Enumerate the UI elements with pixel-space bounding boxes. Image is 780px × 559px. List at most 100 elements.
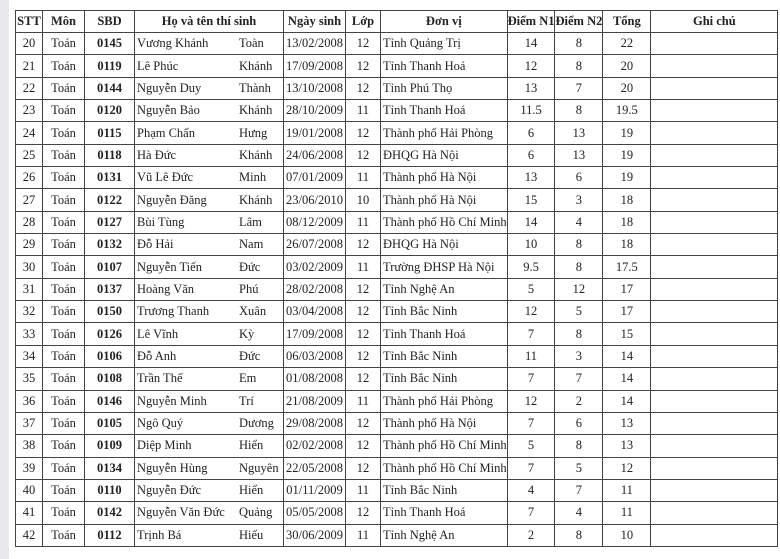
cell-class: 12	[345, 501, 381, 525]
cell-subject: Toán	[42, 76, 85, 101]
table-row: 22 Toán 0144 Nguyễn Duy Thành 13/10/2008 12 Tỉn…	[15, 76, 779, 101]
cell-subject: Toán	[42, 255, 85, 279]
cell-class: 11	[345, 99, 381, 123]
cell-total: 19.5	[602, 99, 652, 123]
cell-note	[650, 188, 779, 212]
table-row: 20 Toán 0145 Vương Khánh Toàn 13/02/2008 12 Tỉn…	[15, 31, 779, 56]
surname: Trịnh Bá	[137, 527, 182, 542]
header-class: Lớp	[345, 10, 381, 33]
surname: Diệp Minh	[137, 438, 192, 453]
cell-sbd: 0131	[84, 166, 135, 190]
surname: Trần Thế	[137, 371, 183, 386]
cell-total: 19	[602, 143, 652, 168]
cell-note	[650, 478, 779, 503]
cell-score-n1: 6	[506, 121, 556, 145]
surname: Nguyễn Đăng	[137, 192, 207, 207]
cell-class: 12	[345, 277, 381, 302]
given-name: Xuân	[239, 304, 267, 319]
cell-full-name: Diệp Minh Hiển	[134, 434, 284, 458]
cell-class: 11	[345, 478, 381, 503]
given-name: Toàn	[239, 36, 264, 51]
cell-score-n2: 12	[554, 277, 604, 302]
cell-birth-date: 03/04/2008	[283, 300, 346, 324]
cell-class: 11	[345, 389, 381, 413]
cell-sbd: 0126	[84, 322, 135, 346]
cell-subject: Toán	[42, 210, 85, 235]
cell-sbd: 0127	[84, 210, 135, 235]
cell-sbd: 0132	[84, 233, 135, 257]
header-full-name: Họ và tên thí sinh	[134, 10, 284, 33]
cell-stt: 32	[15, 300, 43, 324]
cell-score-n1: 9.5	[506, 255, 556, 279]
given-name: Hiển	[239, 483, 264, 498]
cell-full-name: Trịnh Bá Hiếu	[134, 523, 284, 547]
cell-birth-date: 08/12/2009	[283, 210, 346, 235]
cell-subject: Toán	[42, 54, 85, 78]
cell-stt: 33	[15, 322, 43, 346]
cell-stt: 37	[15, 411, 43, 436]
cell-sbd: 0142	[84, 501, 135, 525]
cell-score-n1: 7	[506, 367, 556, 391]
cell-class: 12	[345, 143, 381, 168]
given-name: Quảng	[239, 505, 273, 520]
cell-score-n1: 14	[506, 210, 556, 235]
cell-total: 11	[602, 501, 652, 525]
cell-stt: 36	[15, 389, 43, 413]
table-row: 36 Toán 0146 Nguyễn Minh Trí 21/08/2009 11 Thàn…	[15, 389, 779, 413]
cell-note	[650, 76, 779, 101]
cell-note	[650, 389, 779, 413]
cell-subject: Toán	[42, 389, 85, 413]
table-row: 32 Toán 0150 Trương Thanh Xuân 03/04/2008 12 Tỉ…	[15, 300, 779, 324]
given-name: Phú	[239, 281, 259, 296]
cell-score-n2: 8	[554, 434, 604, 458]
surname: Đỗ Hải	[137, 237, 174, 252]
surname: Phạm Chấn	[137, 125, 195, 140]
cell-unit: Thành phố Hồ Chí Minh	[380, 456, 508, 480]
cell-score-n2: 8	[554, 31, 604, 56]
cell-score-n1: 14	[506, 31, 556, 56]
cell-score-n1: 2	[506, 523, 556, 547]
cell-unit: ĐHQG Hà Nội	[380, 143, 508, 168]
cell-unit: Tỉnh Thanh Hoá	[380, 322, 508, 346]
header-note: Ghi chú	[650, 10, 779, 33]
table-row: 41 Toán 0142 Nguyễn Văn Đức Quảng 05/05/2008 1…	[15, 501, 779, 525]
cell-total: 18	[602, 188, 652, 212]
cell-total: 10	[602, 523, 652, 547]
table-row: 26 Toán 0131 Vũ Lê Đức Minh 07/01/2009 11 Thành…	[15, 166, 779, 190]
cell-sbd: 0108	[84, 367, 135, 391]
cell-stt: 24	[15, 121, 43, 145]
cell-score-n2: 6	[554, 411, 604, 436]
cell-total: 17	[602, 300, 652, 324]
cell-birth-date: 24/06/2008	[283, 143, 346, 168]
table-row: 42 Toán 0112 Trịnh Bá Hiếu 30/06/2009 11 Tỉnh N…	[15, 523, 779, 547]
given-name: Minh	[239, 170, 267, 185]
cell-class: 12	[345, 344, 381, 369]
cell-unit: Tỉnh Bắc Ninh	[380, 300, 508, 324]
cell-class: 12	[345, 233, 381, 257]
cell-birth-date: 17/09/2008	[283, 322, 346, 346]
cell-unit: Tỉnh Bắc Ninh	[380, 367, 508, 391]
cell-birth-date: 02/02/2008	[283, 434, 346, 458]
cell-unit: Tỉnh Nghệ An	[380, 277, 508, 302]
cell-birth-date: 01/08/2008	[283, 367, 346, 391]
cell-class: 12	[345, 54, 381, 78]
cell-full-name: Nguyễn Hùng Nguyên	[134, 456, 284, 480]
cell-birth-date: 19/01/2008	[283, 121, 346, 145]
cell-birth-date: 06/03/2008	[283, 344, 346, 369]
cell-subject: Toán	[42, 31, 85, 56]
table-row: 31 Toán 0137 Hoàng Văn Phú 28/02/2008 12 Tỉnh N…	[15, 277, 779, 302]
cell-subject: Toán	[42, 121, 85, 145]
cell-sbd: 0122	[84, 188, 135, 212]
cell-full-name: Lê Phúc Khánh	[134, 54, 284, 78]
cell-class: 12	[345, 76, 381, 101]
table-row: 27 Toán 0122 Nguyễn Đăng Khánh 23/06/2010 10 Th…	[15, 188, 779, 212]
table-row: 28 Toán 0127 Bùi Tùng Lâm 08/12/2009 11 Thành p…	[15, 210, 779, 235]
cell-subject: Toán	[42, 322, 85, 346]
cell-unit: ĐHQG Hà Nội	[380, 233, 508, 257]
given-name: Trí	[239, 393, 254, 408]
cell-stt: 38	[15, 434, 43, 458]
cell-full-name: Hà Đức Khánh	[134, 143, 284, 168]
cell-full-name: Vương Khánh Toàn	[134, 31, 284, 56]
cell-birth-date: 05/05/2008	[283, 501, 346, 525]
surname: Trương Thanh	[137, 304, 210, 319]
